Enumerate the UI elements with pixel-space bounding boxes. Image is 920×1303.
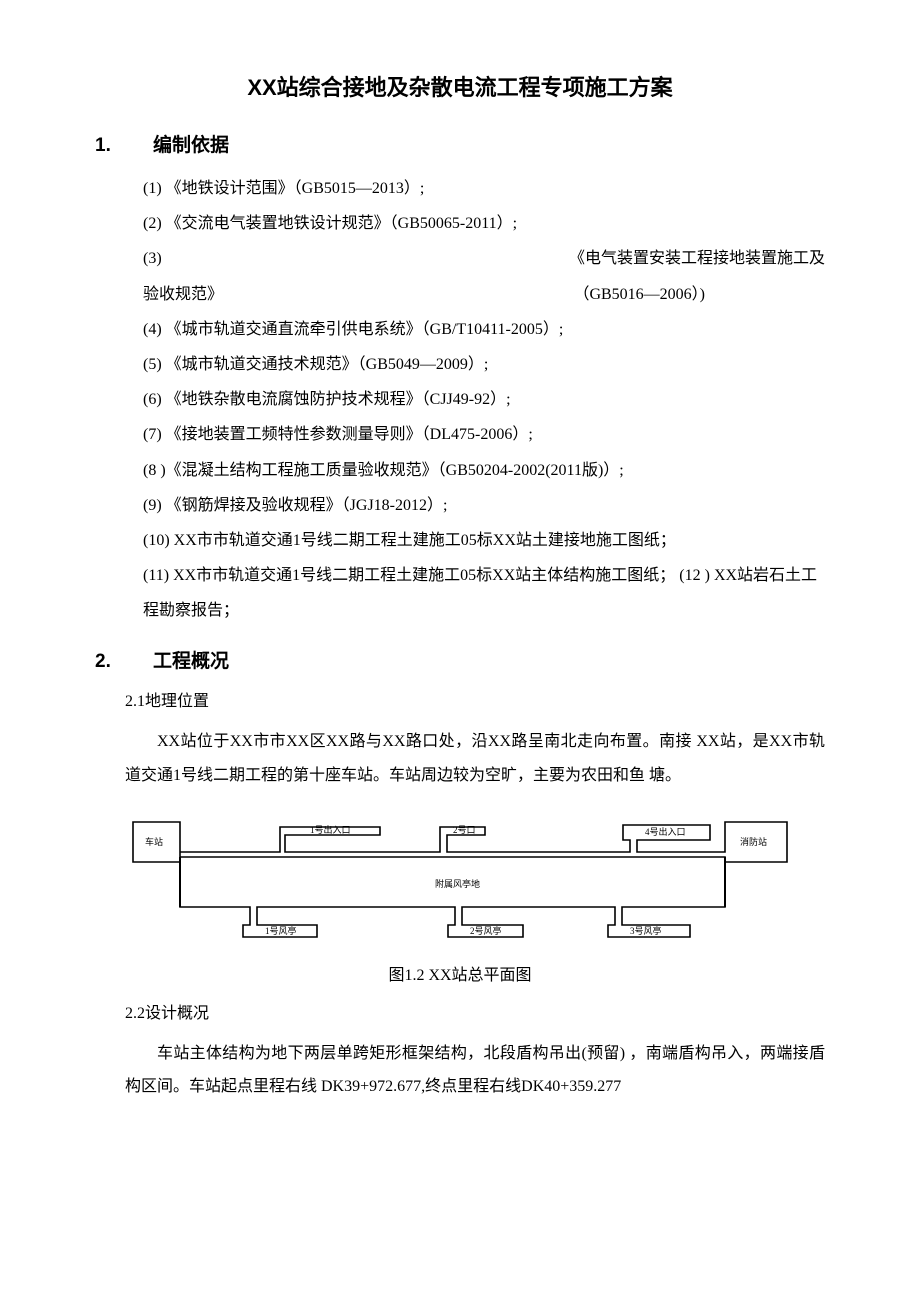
fig-label-topC: 4号出入口: [645, 826, 686, 837]
section-1-text: 编制依据: [153, 135, 229, 156]
sub-2-2-num: 2.2: [125, 1005, 145, 1022]
para-design: 车站主体结构为地下两层单跨矩形框架结构，北段盾构吊出(预留) ，南端盾构吊入，两…: [125, 1037, 825, 1104]
section-2-text: 工程概况: [153, 651, 229, 672]
ref-item-6: (6) 《地铁杂散电流腐蚀防护技术规程》（CJJ49-92）;: [143, 382, 825, 417]
ref-item-2: (2) 《交流电气装置地铁设计规范》（GB50065-2011）;: [143, 206, 825, 241]
ref-item-11: (11) XX市市轨道交通1号线二期工程土建施工05标XX站主体结构施工图纸； …: [143, 558, 825, 628]
fig-label-topA: 1号出入口: [310, 824, 351, 835]
ref-item-8: (8 )《混凝土结构工程施工质量验收规范》（GB50204-2002(2011版…: [143, 453, 825, 488]
subsection-2-1: 2.1地理位置: [125, 687, 825, 711]
fig-label-topB: 2号口: [453, 825, 476, 835]
section-2-heading: 2.工程概况: [95, 646, 825, 673]
doc-title: XX站综合接地及杂散电流工程专项施工方案: [95, 70, 825, 102]
ref-item-3-num: (3): [143, 241, 162, 276]
ref-item-3-right2: （GB5016—2006）): [573, 277, 705, 312]
ref-item-10: (10) XX市市轨道交通1号线二期工程土建施工05标XX站土建接地施工图纸；: [143, 523, 825, 558]
fig-label-right: 消防站: [740, 836, 767, 847]
fig-label-botB: 2号风亭: [470, 925, 502, 936]
fig-label-botA: 1号风亭: [265, 925, 297, 936]
section-1-heading: 1.编制依据: [95, 130, 825, 157]
para-location: XX站位于XX市市XX区XX路与XX路口处，沿XX路呈南北走向布置。南接 XX站…: [125, 725, 825, 792]
sub-2-1-title: 地理位置: [145, 693, 209, 710]
sub-2-2-title: 设计概况: [145, 1005, 209, 1022]
ref-item-3-line2: 验收规范》 （GB5016—2006）): [143, 277, 825, 312]
ref-item-3-left2: 验收规范》: [143, 277, 223, 312]
ref-item-3-line1: (3) 《电气装置安装工程接地装置施工及: [143, 241, 825, 276]
ref-item-7: (7) 《接地装置工频特性参数测量导则》（DL475-2006）;: [143, 417, 825, 452]
plan-diagram-svg: 车站 1号出入口 2号口 4号出入口 消防站 附属风亭地 1号风亭 2号风亭 3…: [125, 807, 795, 957]
fig-label-left: 车站: [145, 836, 163, 847]
ref-item-1: (1) 《地铁设计范围》（GB5015—2013）;: [143, 171, 825, 206]
section-1-num: 1.: [95, 135, 153, 157]
ref-item-9: (9) 《钢筋焊接及验收规程》（JGJ18-2012）;: [143, 488, 825, 523]
figure-caption: 图1.2 XX站总平面图: [125, 961, 795, 985]
ref-item-4: (4) 《城市轨道交通直流牵引供电系统》（GB/T10411-2005）;: [143, 312, 825, 347]
subsection-2-2: 2.2设计概况: [125, 999, 825, 1023]
figure-plan: 车站 1号出入口 2号口 4号出入口 消防站 附属风亭地 1号风亭 2号风亭 3…: [125, 807, 795, 985]
fig-label-botC: 3号风亭: [630, 925, 662, 936]
ref-item-5: (5) 《城市轨道交通技术规范》（GB5049—2009）;: [143, 347, 825, 382]
fig-label-center: 附属风亭地: [435, 878, 480, 889]
ref-item-3-right: 《电气装置安装工程接地装置施工及: [569, 241, 825, 276]
sub-2-1-num: 2.1: [125, 693, 145, 710]
section-2-num: 2.: [95, 651, 153, 673]
